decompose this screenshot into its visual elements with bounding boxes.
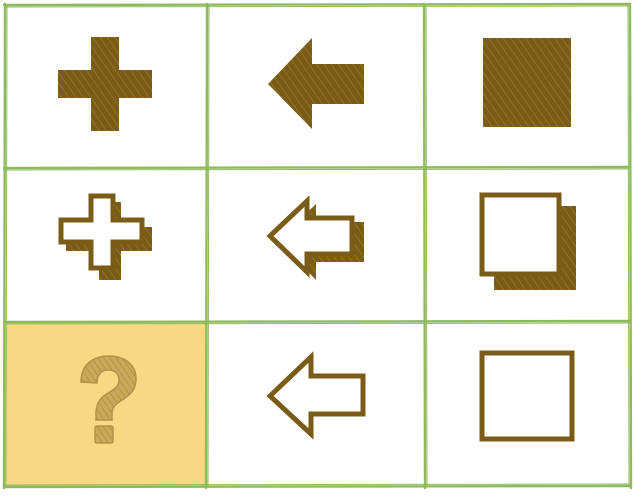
plus-outline-shadow-shape [58, 193, 152, 280]
plus-solid-shape [58, 37, 152, 131]
grid-lines [2, 2, 633, 490]
square-outline-shadow-shape [479, 192, 576, 290]
arrow-left-outline-shape [266, 351, 366, 440]
square-outline-shape [479, 350, 575, 442]
question-mark-icon [80, 355, 137, 444]
arrow-left-solid-shape [268, 38, 364, 129]
missing-answer-cell[interactable]: ? [5, 322, 207, 486]
question-mark-glyph [80, 355, 137, 444]
arrow-left-outline-shadow-shape [266, 195, 364, 280]
square-solid-shape [483, 38, 571, 127]
